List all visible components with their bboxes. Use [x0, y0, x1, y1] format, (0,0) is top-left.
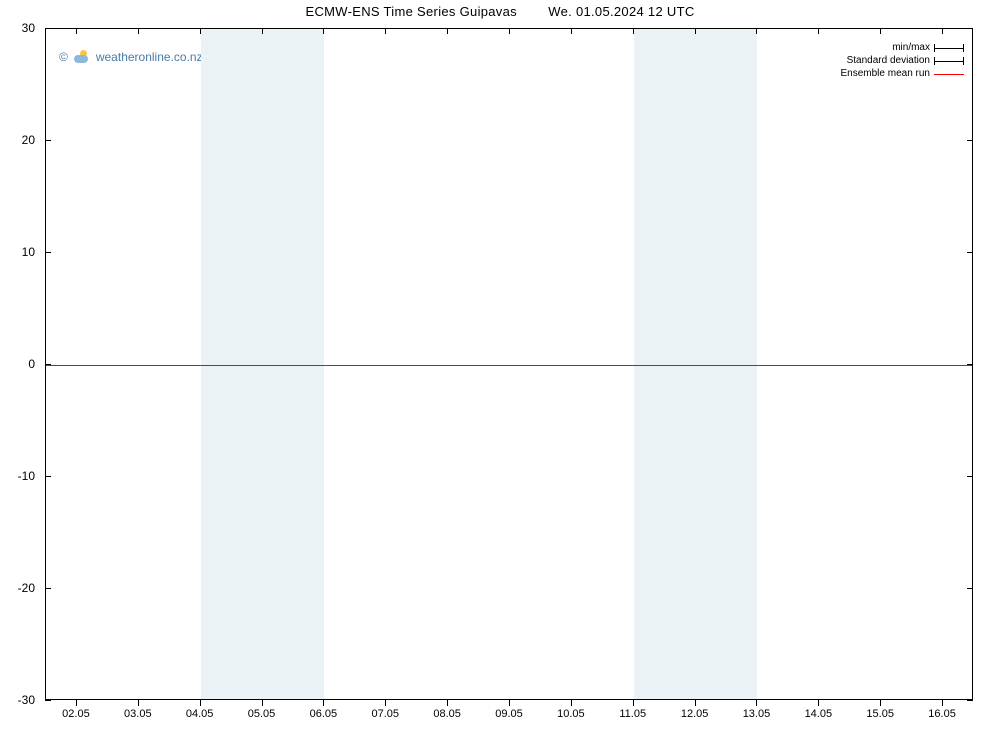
x-tick-mark [818, 700, 819, 706]
x-tick-mark [200, 28, 201, 34]
copyright-symbol: © [59, 50, 68, 64]
x-tick-mark [76, 28, 77, 34]
x-tick-mark [323, 28, 324, 34]
title-prefix: ECMW-ENS Time Series Guipavas [305, 4, 516, 19]
legend-swatch [934, 56, 964, 66]
x-tick-mark [571, 28, 572, 34]
x-tick-label: 02.05 [62, 708, 90, 720]
x-tick-mark [880, 700, 881, 706]
legend-label: min/max [892, 41, 930, 54]
x-tick-label: 04.05 [186, 708, 214, 720]
x-tick-mark [138, 28, 139, 34]
x-tick-label: 16.05 [928, 708, 956, 720]
x-tick-mark [942, 700, 943, 706]
x-tick-mark [385, 700, 386, 706]
y-tick-label: -30 [0, 693, 35, 707]
x-tick-mark [447, 28, 448, 34]
title-gap [517, 4, 548, 19]
y-tick-mark [45, 588, 51, 589]
y-tick-mark [967, 476, 973, 477]
y-tick-mark [967, 700, 973, 701]
x-tick-mark [818, 28, 819, 34]
legend-item: min/max [841, 41, 965, 54]
weekend-band [634, 29, 758, 699]
x-tick-label: 13.05 [743, 708, 771, 720]
x-tick-label: 07.05 [372, 708, 400, 720]
chart-title: ECMW-ENS Time Series Guipavas We. 01.05.… [0, 4, 1000, 19]
x-tick-label: 03.05 [124, 708, 152, 720]
x-tick-mark [633, 28, 634, 34]
x-tick-label: 05.05 [248, 708, 276, 720]
y-tick-label: 0 [0, 357, 35, 371]
y-tick-mark [967, 28, 973, 29]
legend-label: Standard deviation [847, 54, 930, 67]
y-tick-mark [967, 588, 973, 589]
y-tick-label: -20 [0, 581, 35, 595]
x-tick-label: 15.05 [866, 708, 894, 720]
chart-canvas: ECMW-ENS Time Series Guipavas We. 01.05.… [0, 0, 1000, 733]
x-tick-mark [262, 700, 263, 706]
x-tick-mark [756, 700, 757, 706]
plot-area: min/maxStandard deviationEnsemble mean r… [45, 28, 973, 700]
title-datetime: We. 01.05.2024 12 UTC [548, 4, 694, 19]
x-tick-mark [138, 700, 139, 706]
y-tick-label: 30 [0, 21, 35, 35]
y-tick-mark [45, 252, 51, 253]
legend: min/maxStandard deviationEnsemble mean r… [841, 41, 965, 80]
x-tick-mark [756, 28, 757, 34]
x-tick-mark [76, 700, 77, 706]
y-tick-mark [967, 252, 973, 253]
x-tick-label: 06.05 [310, 708, 338, 720]
y-tick-mark [45, 364, 51, 365]
x-tick-mark [323, 700, 324, 706]
x-tick-mark [509, 28, 510, 34]
y-tick-label: 20 [0, 133, 35, 147]
y-tick-mark [45, 700, 51, 701]
x-tick-mark [262, 28, 263, 34]
x-tick-mark [509, 700, 510, 706]
legend-item: Ensemble mean run [841, 67, 965, 80]
x-tick-mark [942, 28, 943, 34]
x-tick-mark [695, 28, 696, 34]
legend-swatch [934, 43, 964, 53]
y-tick-label: 10 [0, 245, 35, 259]
y-tick-mark [45, 476, 51, 477]
x-tick-label: 09.05 [495, 708, 523, 720]
x-tick-mark [571, 700, 572, 706]
x-tick-mark [695, 700, 696, 706]
x-tick-label: 10.05 [557, 708, 585, 720]
x-tick-label: 14.05 [805, 708, 833, 720]
y-tick-mark [967, 140, 973, 141]
y-tick-label: -10 [0, 469, 35, 483]
watermark-text: weatheronline.co.nz [96, 50, 203, 64]
x-tick-label: 11.05 [619, 708, 646, 720]
x-tick-mark [880, 28, 881, 34]
legend-swatch [934, 69, 964, 79]
x-tick-mark [385, 28, 386, 34]
x-tick-label: 12.05 [681, 708, 709, 720]
legend-item: Standard deviation [841, 54, 965, 67]
watermark: © weatheronline.co.nz [59, 49, 203, 65]
x-tick-label: 08.05 [433, 708, 461, 720]
ensemble-mean-run-line [46, 365, 972, 366]
x-tick-mark [200, 700, 201, 706]
y-tick-mark [967, 364, 973, 365]
weekend-band [201, 29, 325, 699]
weather-logo-icon [74, 49, 90, 65]
y-tick-mark [45, 140, 51, 141]
legend-label: Ensemble mean run [841, 67, 931, 80]
x-tick-mark [447, 700, 448, 706]
x-tick-mark [633, 700, 634, 706]
y-tick-mark [45, 28, 51, 29]
